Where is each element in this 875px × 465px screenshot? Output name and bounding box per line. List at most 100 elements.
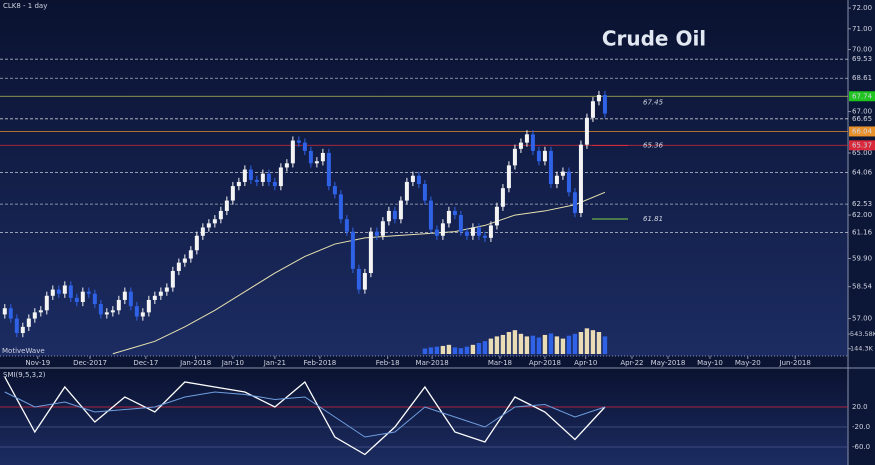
indicator-tick-label: 20.0 [852,403,868,411]
candle-body [428,200,433,230]
candle-body [572,192,577,213]
candle-body [482,235,487,238]
candle-body [314,161,319,164]
candle-body [476,227,481,236]
level-label: 61.16 [852,228,873,236]
candle-body [194,235,199,251]
volume-bar [572,333,578,354]
candle-body [170,270,175,288]
candle-body [602,95,607,114]
candle-body [350,231,355,269]
candle-body [140,312,145,317]
candle-body [278,167,283,187]
x-tick-label: May-2018 [651,359,686,367]
candle-body [176,262,181,271]
candle-body [410,175,415,182]
x-tick-label: Jun-2018 [779,359,811,367]
candle-body [548,150,553,185]
candle-body [224,200,229,211]
candle-body [344,219,349,232]
candle-body [458,215,463,232]
candle-body [206,223,211,228]
volume-bar [452,347,458,354]
level-box [849,140,875,151]
y-tick-label: 67.00 [852,108,872,116]
candle-body [164,287,169,292]
watermark: MotiveWave [2,347,45,355]
candle-body [146,299,151,313]
candle-body [578,144,583,213]
candle-body [290,140,295,164]
volume-bar [506,332,512,354]
candle-body [44,295,49,311]
x-tick-label: Feb-2018 [304,359,337,367]
level-box [849,126,875,137]
volume-bar [536,337,542,354]
volume-bar [470,344,476,354]
indicator-tick-label: -60.0 [852,443,870,451]
candle-body [338,194,343,220]
candle-body [320,152,325,162]
candle-body [272,181,277,187]
candle-body [110,310,115,313]
candle-body [446,210,451,224]
candle-body [128,291,133,307]
indicator-line [4,391,606,438]
volume-bar [518,333,524,354]
volume-tick-label: 144.3K [850,345,874,353]
y-tick-label: 70.00 [852,45,872,53]
candle-body [2,308,7,315]
volume-bar [500,334,506,354]
x-tick-label: May-20 [735,359,761,367]
candle-body [74,297,79,303]
volume-bar [560,338,566,354]
x-tick-label: Dec-17 [133,359,158,367]
level-label: 66.04 [852,127,873,135]
level-label: 62.53 [852,200,872,208]
candle-body [56,289,61,294]
x-tick-label: Apr-22 [620,359,643,367]
candle-body [488,225,493,238]
candle-body [356,268,361,290]
volume-bar [458,348,464,354]
volume-bar [566,335,572,354]
x-tick-label: Dec-2017 [73,359,107,367]
candle-body [26,318,31,327]
x-tick-label: Apr-2018 [529,359,561,367]
symbol-label: CLK8 - 1 day [3,2,47,10]
candle-body [242,169,247,182]
candle-body [116,299,121,311]
candle-body [32,312,37,319]
annotation-label: 65.36 [643,142,664,150]
candle-body [200,227,205,236]
moving-average [112,191,606,355]
candle-body [380,221,385,236]
level-box [849,91,875,102]
candle-body [332,186,337,195]
y-tick-label: 57.00 [852,315,872,323]
volume-bar [428,347,434,354]
candle-body [404,181,409,201]
candle-body [266,173,271,182]
annotation-label: 61.81 [643,215,663,223]
y-tick-label: 65.00 [852,149,872,157]
candle-body [188,250,193,259]
candle-body [590,101,595,118]
volume-bar [524,336,530,354]
x-tick-label: Mar-18 [488,359,512,367]
candle-body [470,227,475,236]
candle-body [8,308,13,319]
volume-bar [554,336,560,354]
volume-bar [422,348,428,354]
candle-body [212,219,217,224]
y-tick-label: 59.90 [852,255,872,263]
candle-body [236,181,241,187]
volume-bar [584,328,590,354]
candle-body [596,95,601,102]
candle-body [392,210,397,220]
volume-bar [596,332,602,354]
candle-body [368,231,373,274]
volume-bar [548,333,554,354]
